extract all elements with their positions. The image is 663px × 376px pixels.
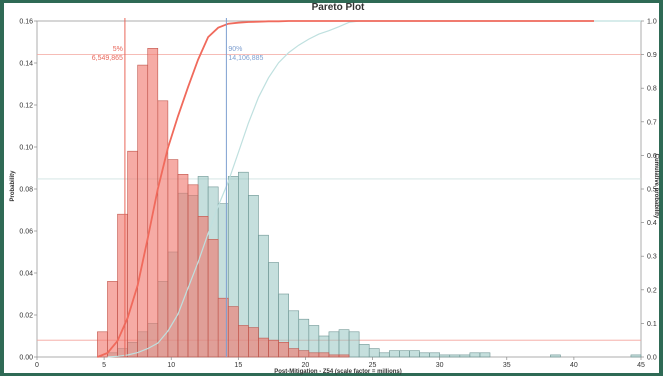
histogram-bar-teal (338, 329, 350, 358)
y2-axis-tick-label: 0.3 (647, 254, 657, 261)
histogram-bar-teal (449, 354, 461, 358)
y2-axis-tick-label: 0.8 (647, 86, 657, 93)
y2-axis-tick-label: 0.1 (647, 321, 657, 328)
histogram-bar-pink (187, 184, 199, 358)
y2-axis-tick-label: 0.5 (647, 187, 657, 194)
histogram-bar-pink (308, 352, 320, 358)
percentile-value-label: 6,549,865 (92, 55, 123, 62)
x-axis-tick-label: 15 (234, 362, 242, 369)
histogram-bar-teal (358, 344, 370, 358)
y-axis-tick-label: 0.06 (19, 229, 33, 236)
histogram-bar-teal (378, 352, 390, 358)
histogram-bar-teal (328, 331, 340, 358)
x-axis-tick-label: 40 (570, 362, 578, 369)
y2-axis-tick-label: 0.2 (647, 287, 657, 294)
cumulative-curves (97, 20, 641, 358)
histogram-bar-pink (167, 159, 179, 358)
y-axis-tick-label: 0.04 (19, 271, 33, 278)
y-axis-tick-label: 0.12 (19, 103, 33, 110)
histogram-bar-pink (238, 325, 249, 358)
percentile-label: 90% (228, 46, 242, 53)
histogram-bars (97, 47, 642, 358)
histogram-bar-pink (318, 352, 330, 358)
histogram-bar-pink (288, 348, 300, 358)
histogram-bar-teal (469, 352, 481, 358)
x-axis-tick-label: 5 (102, 362, 106, 369)
histogram-bar-teal (429, 352, 440, 358)
histogram-bar-pink (338, 354, 350, 358)
histogram-bar-teal (399, 350, 410, 358)
chart-title: Pareto Plot (312, 2, 365, 13)
x-axis-tick-label: 45 (637, 362, 645, 369)
histogram-bar-teal (439, 354, 451, 358)
histogram-bar-pink (207, 239, 219, 358)
y2-axis-tick-label: 0.6 (647, 153, 657, 160)
x-axis-tick-label: 10 (167, 362, 175, 369)
y2-axis-tick-label: 0.4 (647, 220, 657, 227)
histogram-bar-pink (177, 174, 189, 358)
y2-axis-label: Cumulative probability (653, 154, 659, 219)
percentile-value-label: 14,106,885 (228, 55, 263, 62)
histogram-bar-teal (479, 352, 491, 358)
x-axis-tick-label: 35 (503, 362, 511, 369)
y-axis-tick-label: 0.16 (19, 19, 33, 26)
x-axis-tick-label: 30 (436, 362, 444, 369)
histogram-bar-pink (278, 341, 289, 358)
histogram-bar-teal (409, 350, 420, 358)
histogram-bar-pink (268, 339, 279, 358)
x-axis-label: Post-Mitigation - Z54 (scale factor = mi… (274, 369, 402, 375)
y-axis-tick-label: 0.14 (19, 61, 33, 68)
y2-axis-tick-label: 0.0 (647, 355, 657, 362)
axes: 0 5 10 15 20 25 30 35 40 45 0.00 0.02 0.04 0.06 0.08 0.… (19, 19, 656, 370)
histogram-bar-pink (248, 327, 259, 358)
y2-axis-tick-label: 1.0 (647, 19, 657, 26)
cumulative-curve-pink (97, 20, 594, 358)
x-axis-tick-label: 20 (302, 362, 310, 369)
histogram-bar-teal (459, 354, 471, 358)
histogram-bar-teal (348, 331, 360, 358)
x-axis-tick-label: 0 (35, 362, 39, 369)
histogram-bar-teal (368, 348, 380, 358)
histogram-bar-pink (258, 337, 269, 358)
y2-axis-tick-label: 0.7 (647, 119, 657, 126)
y2-axis-tick-label: 0.9 (647, 52, 657, 59)
x-axis-tick-label: 25 (369, 362, 377, 369)
histogram-bar-pink (227, 306, 239, 358)
percentile-label: 5% (113, 46, 123, 53)
histogram-bar-teal (419, 352, 430, 358)
histogram-bar-pink (127, 150, 138, 358)
percentile-markers: 5% 6,549,865 90% 14,106,885 (92, 18, 264, 357)
histogram-bar-pink (328, 354, 340, 358)
histogram-bar-pink (147, 47, 159, 358)
y-axis-tick-label: 0.00 (19, 355, 33, 362)
histogram-bar-pink (157, 100, 169, 358)
histogram-bar-teal (630, 354, 642, 358)
histogram-bar-teal (550, 354, 561, 358)
histogram-bar-teal (308, 325, 320, 358)
y-axis-tick-label: 0.02 (19, 313, 33, 320)
histogram-bar-pink (137, 64, 149, 358)
y-axis-tick-label: 0.10 (19, 145, 33, 152)
histogram-bar-pink (298, 350, 310, 358)
y-axis-label: Probability (10, 170, 16, 202)
histogram-bar-teal (389, 350, 400, 358)
y-axis-tick-label: 0.08 (19, 187, 33, 194)
